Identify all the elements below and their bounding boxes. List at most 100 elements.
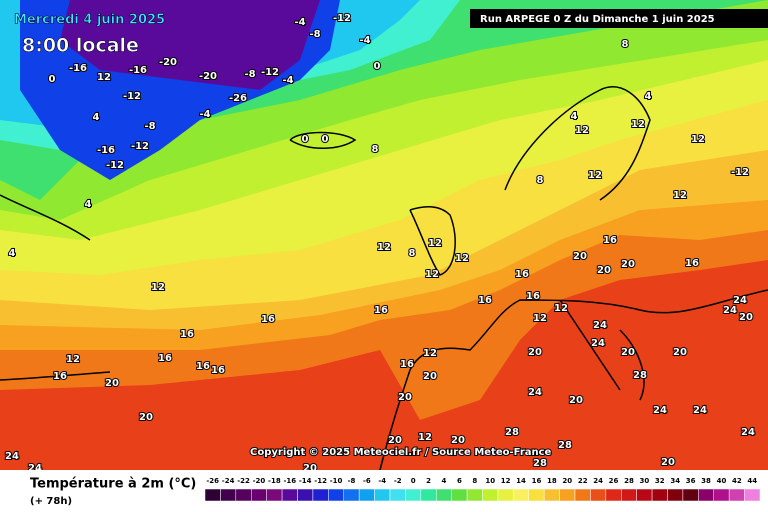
temperature-label: -16 [97,145,115,156]
legend-swatch [605,488,622,502]
legend-tick-label: -10 [330,477,343,485]
temperature-label: -26 [229,93,247,104]
legend-swatch [358,488,375,502]
temperature-label: 12 [418,432,432,443]
legend-tick-label: 4 [442,477,447,485]
temperature-label: 8 [622,39,629,50]
coastlines [0,86,768,471]
temperature-label: -12 [333,13,351,24]
temperature-label: 12 [66,354,80,365]
temperature-label: 16 [211,365,225,376]
temperature-label: 20 [139,412,153,423]
legend-swatch [235,488,252,502]
legend-swatch [636,488,653,502]
temperature-label: 16 [158,353,172,364]
temperature-label: 12 [691,134,705,145]
legend-tick-label: 42 [732,477,742,485]
temperature-label: 20 [423,371,437,382]
temperature-label: 8 [537,175,544,186]
legend-tick-label: -18 [268,477,281,485]
legend-swatch [389,488,406,502]
temperature-label: 28 [558,440,572,451]
temperature-label: 16 [53,371,67,382]
legend-swatch [621,488,637,502]
legend-tick-label: 28 [624,477,634,485]
legend-tick-label: -14 [299,477,312,485]
legend-tick-label: 16 [532,477,542,485]
temperature-label: -12 [131,141,149,152]
temperature-label: 20 [597,265,611,276]
legend-tick-label: 32 [655,477,665,485]
temperature-label: 12 [575,125,589,136]
legend-tick-label: 34 [670,477,680,485]
temperature-label: 16 [196,361,210,372]
temperature-label: 12 [673,190,687,201]
legend-tick-label: 14 [516,477,526,485]
temperature-label: -4 [282,75,293,86]
legend-tick-label: 26 [609,477,619,485]
temperature-label: 16 [478,295,492,306]
temperature-label: -8 [144,121,155,132]
temperature-label: 4 [571,111,578,122]
temperature-label: 20 [739,312,753,323]
temperature-label: 16 [526,291,540,302]
temperature-label: 12 [151,282,165,293]
temperature-label: 20 [388,435,402,446]
temperature-label: -8 [244,69,255,80]
legend-tick-label: 30 [640,477,650,485]
legend-swatch [266,488,283,502]
legend-swatch [698,488,714,502]
temperature-label: 12 [97,72,111,83]
legend-swatch [651,488,668,502]
legend-tick-label: -26 [206,477,219,485]
temperature-label: 28 [533,458,547,469]
legend-tick-label: 20 [562,477,572,485]
temperature-label: 24 [528,387,542,398]
legend-tick-label: -12 [314,477,327,485]
temperature-label: 0 [374,61,381,72]
temperature-label: 24 [693,405,707,416]
temperature-label: 24 [723,305,737,316]
forecast-date: Mercredi 4 juin 2025 [14,13,165,28]
temperature-label: 4 [645,91,652,102]
legend-swatch [374,488,391,502]
temperature-label: 20 [573,251,587,262]
legend-swatch [528,488,545,502]
legend-swatch [297,488,314,502]
legend-swatch [204,488,221,502]
temperature-label: 16 [515,269,529,280]
legend-tick-label: 24 [593,477,603,485]
legend-tick-label: 44 [747,477,757,485]
temperature-label: 4 [85,199,92,210]
temperature-label: 4 [93,112,100,123]
temperature-label: 12 [377,242,391,253]
temperature-label: -12 [106,160,124,171]
legend-swatch [451,488,468,502]
temperature-label: 0 [49,74,56,85]
legend-tick-label: 18 [547,477,557,485]
temperature-label: 20 [673,347,687,358]
temperature-label: 8 [409,248,416,259]
run-box [470,9,768,28]
temperature-label: -12 [731,167,749,178]
temperature-label: 24 [591,338,605,349]
copyright: Copyright © 2025 Meteociel.fr / Source M… [250,447,552,458]
temperature-label: 12 [425,269,439,280]
legend-swatch [220,488,237,502]
temperature-label: 28 [505,427,519,438]
temperature-label: -12 [123,91,141,102]
legend-swatch [590,488,607,502]
temperature-label: 20 [569,395,583,406]
temperature-label: 12 [533,313,547,324]
temperature-label: 16 [374,305,388,316]
legend-swatch [251,488,267,502]
temperature-label: -4 [199,109,210,120]
temperature-label: 16 [603,235,617,246]
legend-tick-label: -22 [237,477,250,485]
legend-swatch [405,488,422,502]
temperature-label: 12 [588,170,602,181]
legend-swatch [513,488,529,502]
temperature-label: 20 [621,259,635,270]
temperature-label: 0 [322,134,329,145]
